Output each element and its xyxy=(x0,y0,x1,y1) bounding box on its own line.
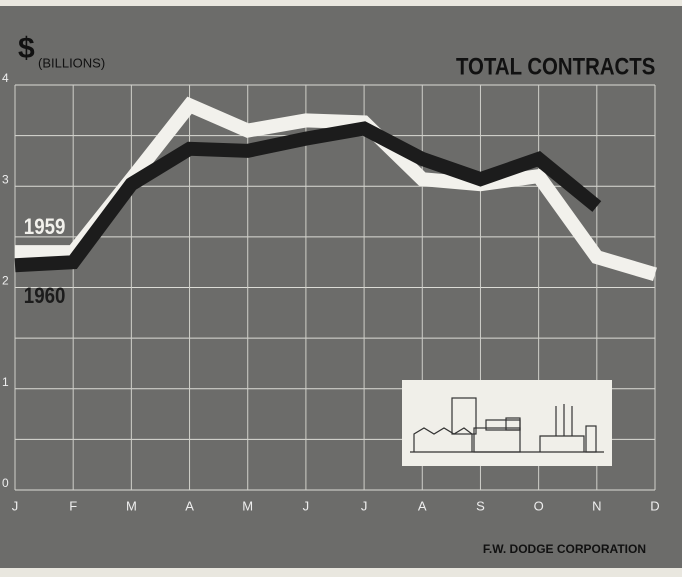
x-tick-label: N xyxy=(592,498,601,513)
x-tick-label: A xyxy=(185,498,194,513)
x-tick-label: D xyxy=(650,498,659,513)
x-tick-label: F xyxy=(69,498,77,513)
source: F.W. DODGE CORPORATION xyxy=(483,542,646,556)
lines xyxy=(14,96,657,282)
y-symbol: $ xyxy=(18,32,35,65)
series-label: 1960 xyxy=(24,284,66,308)
y-tick-label: 1 xyxy=(2,375,9,389)
y-tick-label: 0 xyxy=(2,476,9,490)
y-axis-label: (BILLIONS) xyxy=(38,55,105,70)
x-tick-label: J xyxy=(303,498,310,513)
y-tick-label: 2 xyxy=(2,274,9,288)
x-tick-label: S xyxy=(476,498,485,513)
illustration xyxy=(402,380,612,466)
x-tick-label: O xyxy=(534,498,544,513)
paper-edge xyxy=(0,0,682,6)
x-tick-label: M xyxy=(126,498,137,513)
series-line xyxy=(14,121,602,273)
chart-title: TOTAL CONTRACTS xyxy=(456,53,655,80)
series-label: 1959 xyxy=(24,215,66,239)
x-tick-label: J xyxy=(361,498,368,513)
y-tick-label: 4 xyxy=(2,71,9,85)
x-tick-label: J xyxy=(12,498,19,513)
x-tick-label: A xyxy=(418,498,427,513)
paper-edge xyxy=(0,568,682,577)
y-tick-label: 3 xyxy=(2,172,9,186)
x-tick-label: M xyxy=(242,498,253,513)
